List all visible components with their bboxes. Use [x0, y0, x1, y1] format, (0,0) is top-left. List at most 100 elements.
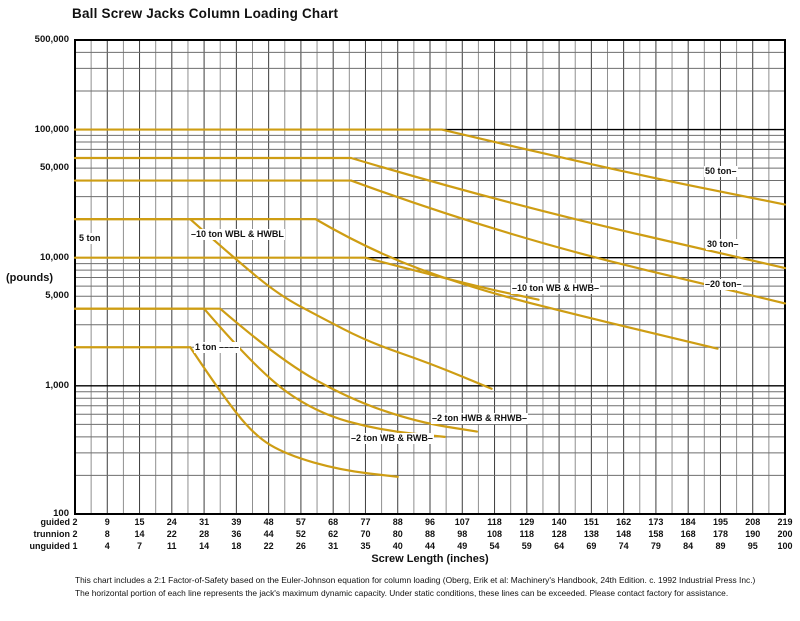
- x-tick-value-unguided: 54: [489, 541, 500, 551]
- x-tick-value-unguided: 7: [137, 541, 143, 551]
- y-tick-label: 1,000: [45, 379, 69, 391]
- x-tick-value-unguided: 18: [231, 541, 242, 551]
- chart-title: Ball Screw Jacks Column Loading Chart: [72, 6, 339, 21]
- curve-label: –20 ton–: [704, 279, 743, 290]
- curve-label: 30 ton–: [706, 239, 740, 250]
- x-tick-value-trunnion: 2: [72, 529, 78, 539]
- x-tick-value-unguided: 35: [360, 541, 371, 551]
- x-tick-value-guided: 77: [360, 517, 371, 527]
- x-tick-value-guided: 31: [199, 517, 210, 527]
- x-tick-value-trunnion: 44: [263, 529, 274, 539]
- x-tick-value-unguided: 1: [72, 541, 78, 551]
- y-tick-label: 10,000: [39, 251, 69, 263]
- curve-10-ton-wb-hwb: [73, 218, 719, 350]
- x-tick-value-trunnion: 190: [745, 529, 761, 539]
- y-tick-label: 100,000: [34, 123, 69, 135]
- curve-label: 5 ton: [78, 233, 102, 244]
- x-tick-value-unguided: 44: [424, 541, 435, 551]
- x-tick-value-guided: 48: [263, 517, 274, 527]
- x-tick-value-unguided: 74: [618, 541, 629, 551]
- x-tick-value-trunnion: 138: [583, 529, 599, 539]
- x-tick-value-trunnion: 14: [134, 529, 145, 539]
- curve-label: 50 ton–: [704, 166, 738, 177]
- x-tick-value-trunnion: 200: [777, 529, 793, 539]
- x-tick-value-unguided: 100: [777, 541, 793, 551]
- y-tick-label: 50,000: [39, 162, 69, 174]
- curve-30-ton: [73, 156, 787, 270]
- x-tick-value-guided: 118: [487, 517, 502, 527]
- footnote-1: This chart includes a 2:1 Factor-of-Safe…: [75, 575, 756, 585]
- x-tick-value-guided: 195: [712, 517, 728, 527]
- curve-label: –2 ton HWB & RHWB–: [431, 413, 528, 424]
- x-tick-value-trunnion: 28: [199, 529, 210, 539]
- x-tick-value-guided: 184: [680, 517, 696, 527]
- x-tick-value-trunnion: 80: [392, 529, 403, 539]
- x-tick-value-guided: 208: [745, 517, 761, 527]
- x-tick-value-unguided: 59: [521, 541, 532, 551]
- x-row-label-unguided: unguided: [29, 541, 71, 551]
- x-tick-value-unguided: 84: [683, 541, 694, 551]
- x-tick-value-trunnion: 52: [295, 529, 306, 539]
- x-tick-value-guided: 68: [328, 517, 339, 527]
- x-tick-value-guided: 24: [166, 517, 177, 527]
- x-tick-value-unguided: 11: [167, 541, 177, 551]
- curve-label: –10 ton WB & HWB–: [511, 283, 601, 294]
- curve-5-ton: [73, 256, 540, 301]
- curve-10-ton-wbl-hwbl: [73, 218, 493, 390]
- x-tick-value-guided: 57: [295, 517, 306, 527]
- x-tick-value-guided: 15: [134, 517, 145, 527]
- x-tick-value-guided: 173: [648, 517, 664, 527]
- curve-label: 1 ton ––––: [194, 342, 241, 353]
- x-tick-value-trunnion: 148: [616, 529, 632, 539]
- x-tick-value-guided: 9: [104, 517, 110, 527]
- x-tick-value-trunnion: 128: [551, 529, 567, 539]
- x-row-label-trunnion: trunnion: [33, 529, 71, 539]
- x-tick-value-unguided: 64: [554, 541, 565, 551]
- x-tick-value-trunnion: 178: [712, 529, 728, 539]
- x-row-label-guided: guided: [40, 517, 71, 527]
- x-tick-value-trunnion: 88: [424, 529, 435, 539]
- x-tick-value-trunnion: 118: [519, 529, 535, 539]
- x-tick-value-trunnion: 22: [166, 529, 177, 539]
- x-tick-value-guided: 219: [777, 517, 793, 527]
- x-tick-value-guided: 39: [231, 517, 242, 527]
- x-tick-value-guided: 88: [392, 517, 403, 527]
- x-tick-value-trunnion: 62: [328, 529, 339, 539]
- footnote-2: The horizontal portion of each line repr…: [75, 588, 729, 598]
- x-tick-value-unguided: 69: [586, 541, 597, 551]
- plot-border: [74, 39, 786, 515]
- x-tick-value-unguided: 26: [295, 541, 306, 551]
- x-tick-value-guided: 96: [424, 517, 435, 527]
- y-tick-label: 500,000: [34, 34, 69, 45]
- x-tick-value-guided: 140: [551, 517, 567, 527]
- x-tick-value-unguided: 31: [328, 541, 339, 551]
- x-tick-value-guided: 129: [519, 517, 535, 527]
- y-tick-label: 5,000: [45, 290, 69, 302]
- curve-2-ton-wb-rwb: [73, 307, 446, 438]
- curve-label: –2 ton WB & RWB–: [350, 433, 434, 444]
- x-tick-value-unguided: 89: [715, 541, 726, 551]
- y-tick-label: 100: [53, 508, 69, 519]
- x-tick-value-unguided: 79: [650, 541, 661, 551]
- curve-1-ton: [73, 346, 399, 478]
- curve-label: –10 ton WBL & HWBL: [190, 229, 285, 240]
- x-tick-value-unguided: 49: [457, 541, 468, 551]
- curve-2-ton-hwb-rhwb: [73, 307, 479, 433]
- x-tick-value-guided: 107: [454, 517, 470, 527]
- x-tick-value-unguided: 14: [199, 541, 210, 551]
- x-tick-value-unguided: 95: [747, 541, 758, 551]
- x-axis-label: Screw Length (inches): [371, 553, 489, 565]
- x-tick-value-trunnion: 36: [231, 529, 242, 539]
- x-tick-value-unguided: 22: [263, 541, 274, 551]
- x-tick-value-unguided: 4: [104, 541, 110, 551]
- curve-50-ton: [73, 128, 787, 206]
- x-tick-value-guided: 151: [583, 517, 599, 527]
- x-tick-value-guided: 2: [72, 517, 78, 527]
- x-tick-value-trunnion: 158: [648, 529, 664, 539]
- x-tick-value-guided: 162: [616, 517, 632, 527]
- x-tick-value-unguided: 40: [392, 541, 403, 551]
- x-tick-value-trunnion: 168: [680, 529, 696, 539]
- x-tick-value-trunnion: 8: [104, 529, 110, 539]
